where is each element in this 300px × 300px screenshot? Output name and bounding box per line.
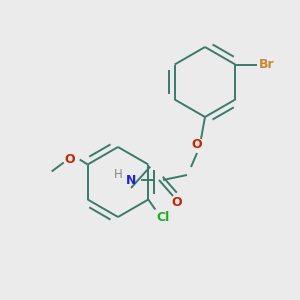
Text: Cl: Cl: [157, 211, 170, 224]
Text: H: H: [114, 169, 122, 182]
Text: N: N: [126, 173, 136, 187]
Text: O: O: [172, 196, 182, 208]
Text: O: O: [192, 139, 202, 152]
Text: Br: Br: [259, 58, 275, 71]
Text: O: O: [64, 153, 75, 166]
